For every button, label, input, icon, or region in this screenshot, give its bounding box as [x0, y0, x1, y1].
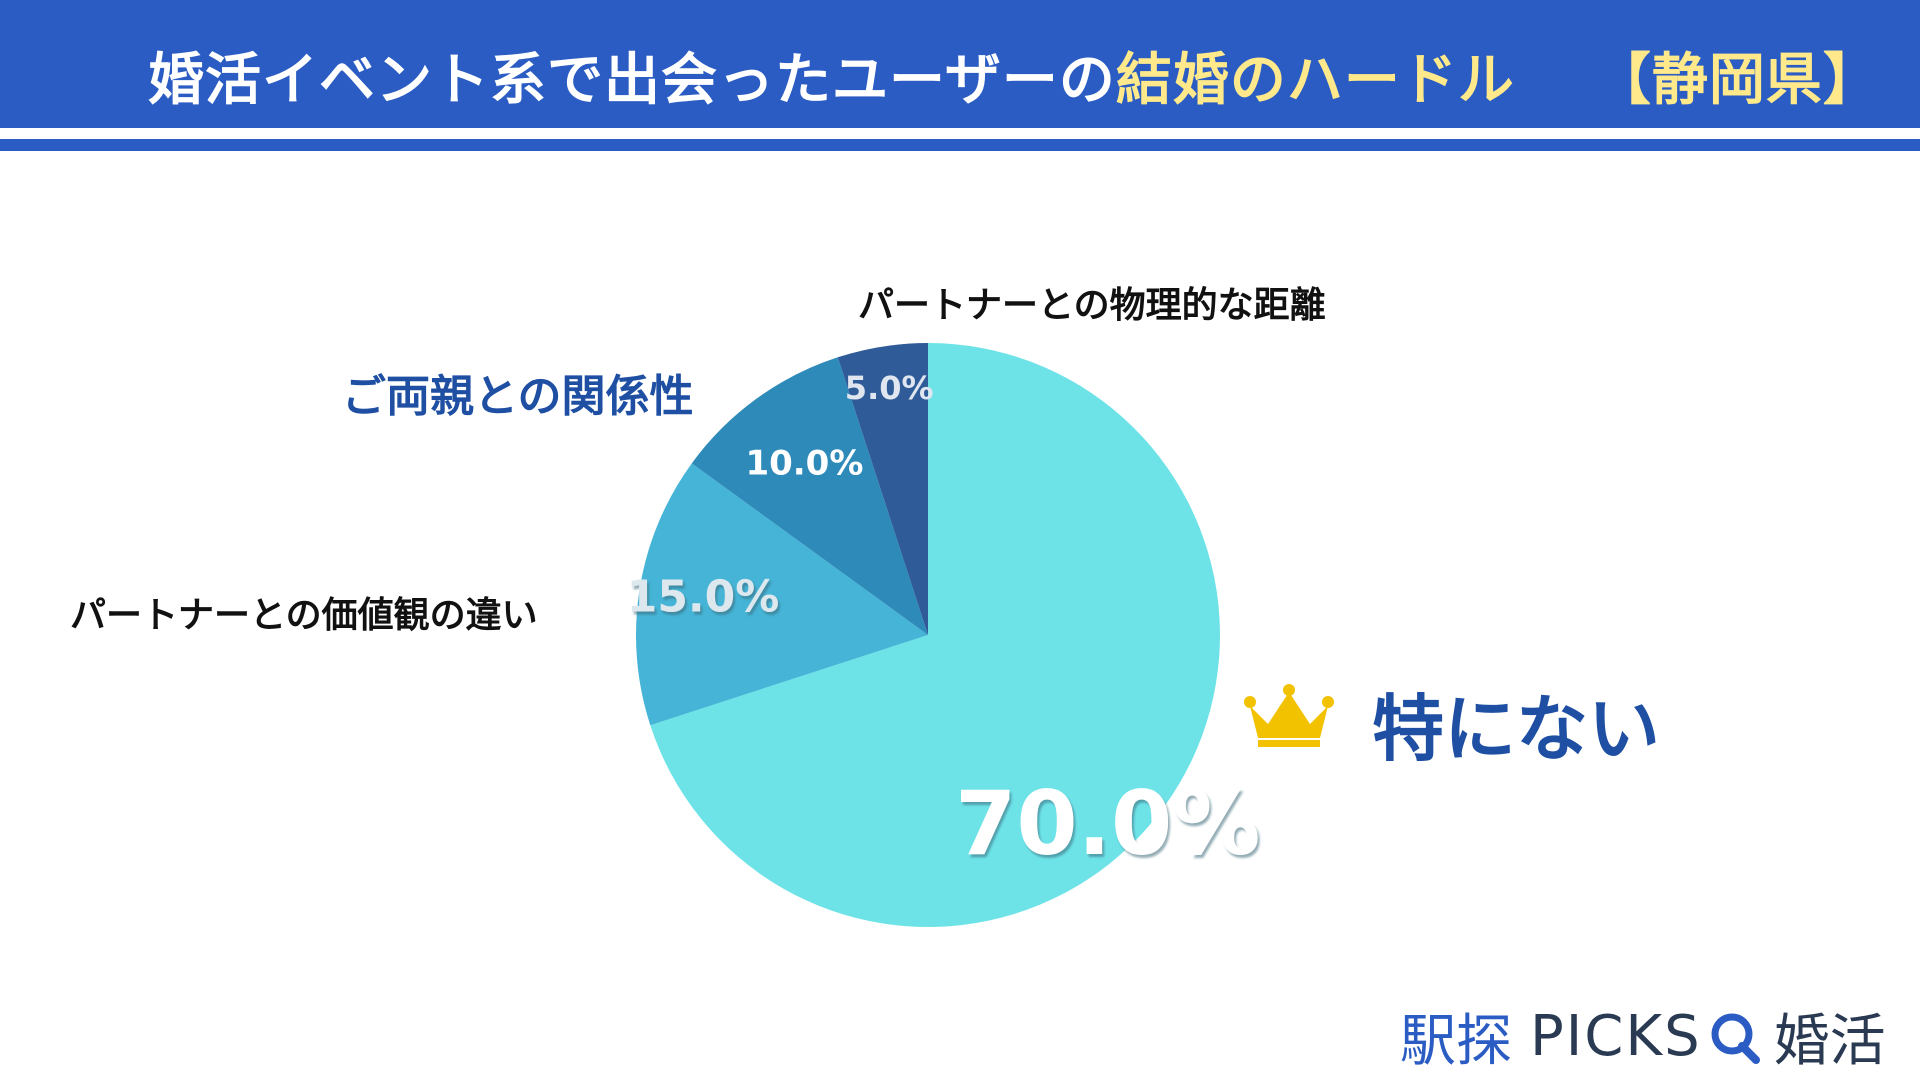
pie-slice-3 — [691, 357, 928, 635]
pie-value-label-3: 10.0% — [745, 443, 863, 483]
label-physical-distance: パートナーとの物理的な距離 — [858, 285, 1326, 326]
magnifier-icon — [1711, 1013, 1760, 1064]
logo-picks: PICKS — [1530, 1004, 1702, 1069]
title-main: 婚活イベント系で出会ったユーザーの — [148, 48, 1116, 113]
pie-value-label-4: 5.0% — [845, 369, 934, 407]
label-values-difference: パートナーとの価値観の違い — [70, 595, 538, 636]
pie-slice-4 — [837, 343, 928, 635]
title-prefecture: 【静岡県】 — [1594, 48, 1880, 113]
crown-icon — [1244, 684, 1334, 747]
title-highlight: 結婚のハードル — [1115, 48, 1515, 113]
logo-ekitan: 駅探 — [1400, 1009, 1512, 1074]
pie-slice-2 — [636, 463, 928, 726]
pie-slice-1 — [650, 343, 1220, 927]
pie-value-label-1: 70.0% — [955, 772, 1260, 875]
label-nothing-in-particular: 特にない — [1372, 687, 1661, 771]
label-parents-relationship: ご両親との関係性 — [342, 371, 694, 422]
pie-value-label-2: 15.0% — [627, 571, 780, 622]
logo-konkatsu: 婚活 — [1773, 1009, 1886, 1074]
chart-title: 婚活イベント系で出会ったユーザーの結婚のハードル 【静岡県】 — [148, 36, 1880, 126]
brand-logo: 駅探 PICKS 婚活 — [1400, 996, 1886, 1077]
header-underline — [0, 139, 1920, 151]
header-bar — [0, 0, 1920, 128]
